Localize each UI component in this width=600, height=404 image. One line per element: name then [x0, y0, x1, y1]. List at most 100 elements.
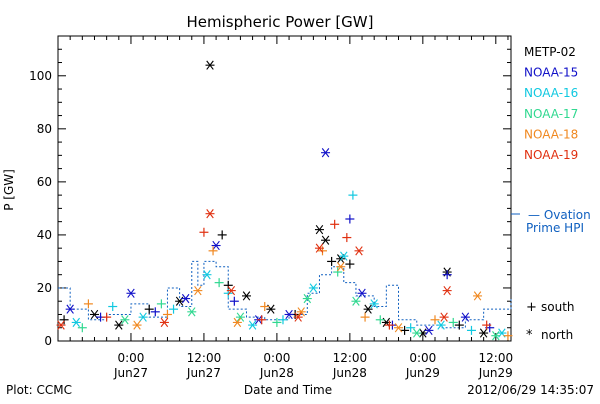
- point-metp-02: [223, 280, 233, 290]
- point-noaa-15: [211, 240, 221, 251]
- point-noaa-18: [473, 291, 483, 301]
- x-tick-label-date: Jun27: [186, 366, 221, 380]
- point-noaa-16: [202, 270, 212, 280]
- point-noaa-17: [156, 299, 166, 309]
- point-noaa-18: [83, 299, 93, 309]
- point-noaa-16: [348, 190, 358, 200]
- point-metp-02: [217, 230, 227, 240]
- point-noaa-17: [235, 312, 245, 322]
- legend-item-metp-02: METP-02: [524, 45, 576, 59]
- point-noaa-19: [439, 312, 449, 322]
- point-noaa-18: [430, 315, 440, 325]
- point-metp-02: [363, 304, 373, 314]
- x-tick-label-date: Jun29: [478, 366, 513, 380]
- point-noaa-17: [375, 315, 385, 325]
- point-noaa-19: [293, 312, 303, 322]
- point-metp-02: [454, 320, 464, 330]
- point-noaa-18: [162, 309, 172, 319]
- point-noaa-16: [406, 323, 416, 333]
- point-noaa-15: [229, 296, 239, 306]
- x-tick-label-time: 0:00: [117, 351, 144, 365]
- point-metp-02: [345, 259, 355, 269]
- y-axis-ticks: 0 20 40 60 80 100: [29, 48, 511, 348]
- x-tick-label-date: Jun28: [259, 366, 294, 380]
- legend-item-noaa-17: NOAA-17: [524, 107, 578, 121]
- point-noaa-16: [169, 304, 179, 314]
- x-tick-label-time: 12:00: [187, 351, 222, 365]
- point-noaa-16: [71, 317, 81, 328]
- x-tick-label-time: 0:00: [263, 351, 290, 365]
- point-noaa-19: [226, 285, 236, 296]
- point-noaa-16: [308, 283, 318, 293]
- footer-plot-source: Plot: CCMC: [6, 383, 72, 397]
- legend-north-symbol: *: [526, 328, 533, 343]
- x-tick-label-time: 0:00: [409, 351, 436, 365]
- point-noaa-16: [108, 302, 118, 312]
- point-metp-02: [114, 320, 124, 330]
- point-metp-02: [479, 328, 489, 338]
- point-noaa-18: [193, 285, 203, 296]
- plot-frame: [57, 35, 512, 342]
- x-tick-label-date: Jun27: [113, 366, 148, 380]
- x-tick-label-time: 12:00: [479, 351, 514, 365]
- point-noaa-16: [339, 251, 349, 261]
- point-noaa-17: [272, 317, 282, 327]
- legend-ovation-line2: Prime HPI: [526, 221, 584, 235]
- legend-north-label: north: [541, 328, 573, 342]
- point-noaa-19: [257, 315, 267, 325]
- point-noaa-17: [120, 315, 130, 325]
- data-points: [56, 60, 513, 341]
- point-noaa-18: [260, 302, 270, 312]
- x-tick-label-date: Jun29: [405, 366, 440, 380]
- y-tick-label: 0: [44, 334, 52, 348]
- point-noaa-15: [126, 288, 136, 298]
- point-noaa-18: [394, 323, 404, 333]
- point-noaa-15: [460, 312, 470, 322]
- point-metp-02: [241, 291, 251, 301]
- point-noaa-19: [384, 320, 394, 330]
- footer-timestamp: 2012/06/29 14:35:07: [467, 383, 594, 397]
- point-noaa-15: [357, 288, 367, 298]
- point-noaa-17: [448, 317, 458, 327]
- x-tick-label-date: Jun28: [332, 366, 367, 380]
- point-noaa-17: [333, 267, 343, 277]
- point-noaa-18: [360, 312, 370, 322]
- point-noaa-15: [181, 293, 191, 304]
- point-noaa-15: [345, 214, 355, 224]
- point-noaa-19: [342, 233, 352, 243]
- y-tick-label: 60: [37, 175, 52, 189]
- point-metp-02: [327, 256, 337, 266]
- point-noaa-16: [248, 320, 258, 330]
- y-tick-label: 20: [37, 281, 52, 295]
- point-noaa-16: [138, 312, 148, 322]
- point-noaa-16: [278, 315, 288, 325]
- legend-item-noaa-16: NOAA-16: [524, 86, 578, 100]
- point-noaa-19: [354, 246, 364, 256]
- point-noaa-18: [336, 262, 346, 272]
- point-noaa-18: [132, 320, 142, 330]
- point-metp-02: [144, 304, 154, 314]
- point-noaa-15: [442, 270, 452, 280]
- point-noaa-19: [205, 209, 215, 219]
- legend-item-noaa-15: NOAA-15: [524, 66, 578, 80]
- point-noaa-18: [208, 246, 218, 256]
- x-axis-label: Date and Time: [244, 383, 332, 397]
- y-tick-label: 40: [37, 228, 52, 242]
- point-noaa-19: [442, 285, 452, 296]
- point-metp-02: [59, 315, 69, 325]
- point-metp-02: [400, 325, 410, 335]
- point-noaa-19: [102, 312, 112, 322]
- point-noaa-17: [302, 293, 312, 304]
- ovation-hpi-line-group: [58, 260, 512, 329]
- point-noaa-17: [491, 331, 501, 341]
- legend: METP-02 NOAA-15 NOAA-16 NOAA-17 NOAA-18 NOAA-…: [511, 45, 591, 343]
- point-noaa-16: [466, 325, 476, 335]
- point-noaa-16: [369, 299, 379, 309]
- point-noaa-17: [412, 328, 422, 338]
- point-metp-02: [321, 235, 331, 245]
- legend-item-noaa-19: NOAA-19: [524, 148, 578, 162]
- legend-south-symbol: +: [526, 300, 537, 315]
- point-noaa-17: [187, 307, 197, 317]
